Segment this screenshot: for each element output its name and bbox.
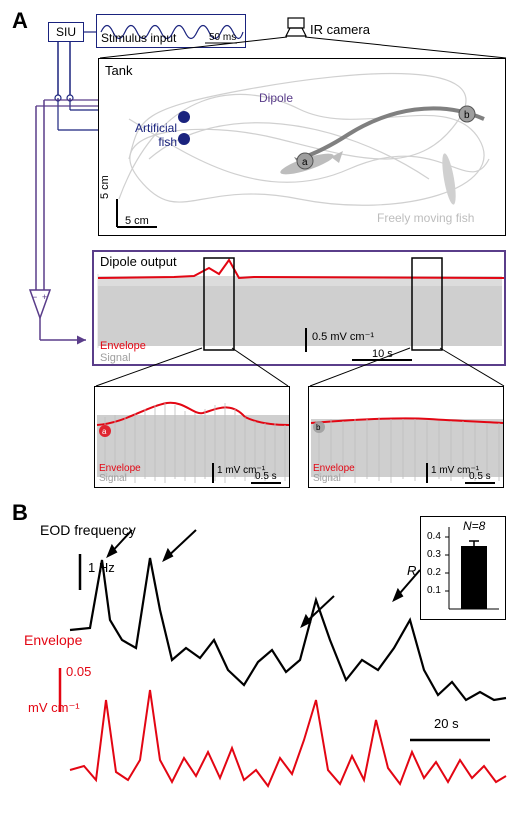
eod-label: EOD frequency (40, 522, 136, 538)
inset-ylabel: R (407, 563, 416, 578)
inset-tick1: 0.1 (427, 585, 441, 596)
eod-scale: 1 Hz (88, 560, 115, 575)
envelope-b-label: Envelope (24, 632, 82, 648)
inset-tick4: 0.4 (427, 531, 441, 542)
time-scale-b: 20 s (434, 716, 459, 731)
env-scale2: mV cm⁻¹ (28, 700, 80, 716)
inset-n: N=8 (463, 519, 485, 533)
inset-tick3: 0.3 (427, 549, 441, 560)
panel-b-traces (0, 0, 525, 814)
inset-bar: 0.1 0.2 0.3 0.4 R N=8 (420, 516, 506, 620)
env-scale1: 0.05 (66, 664, 91, 679)
inset-tick2: 0.2 (427, 567, 441, 578)
